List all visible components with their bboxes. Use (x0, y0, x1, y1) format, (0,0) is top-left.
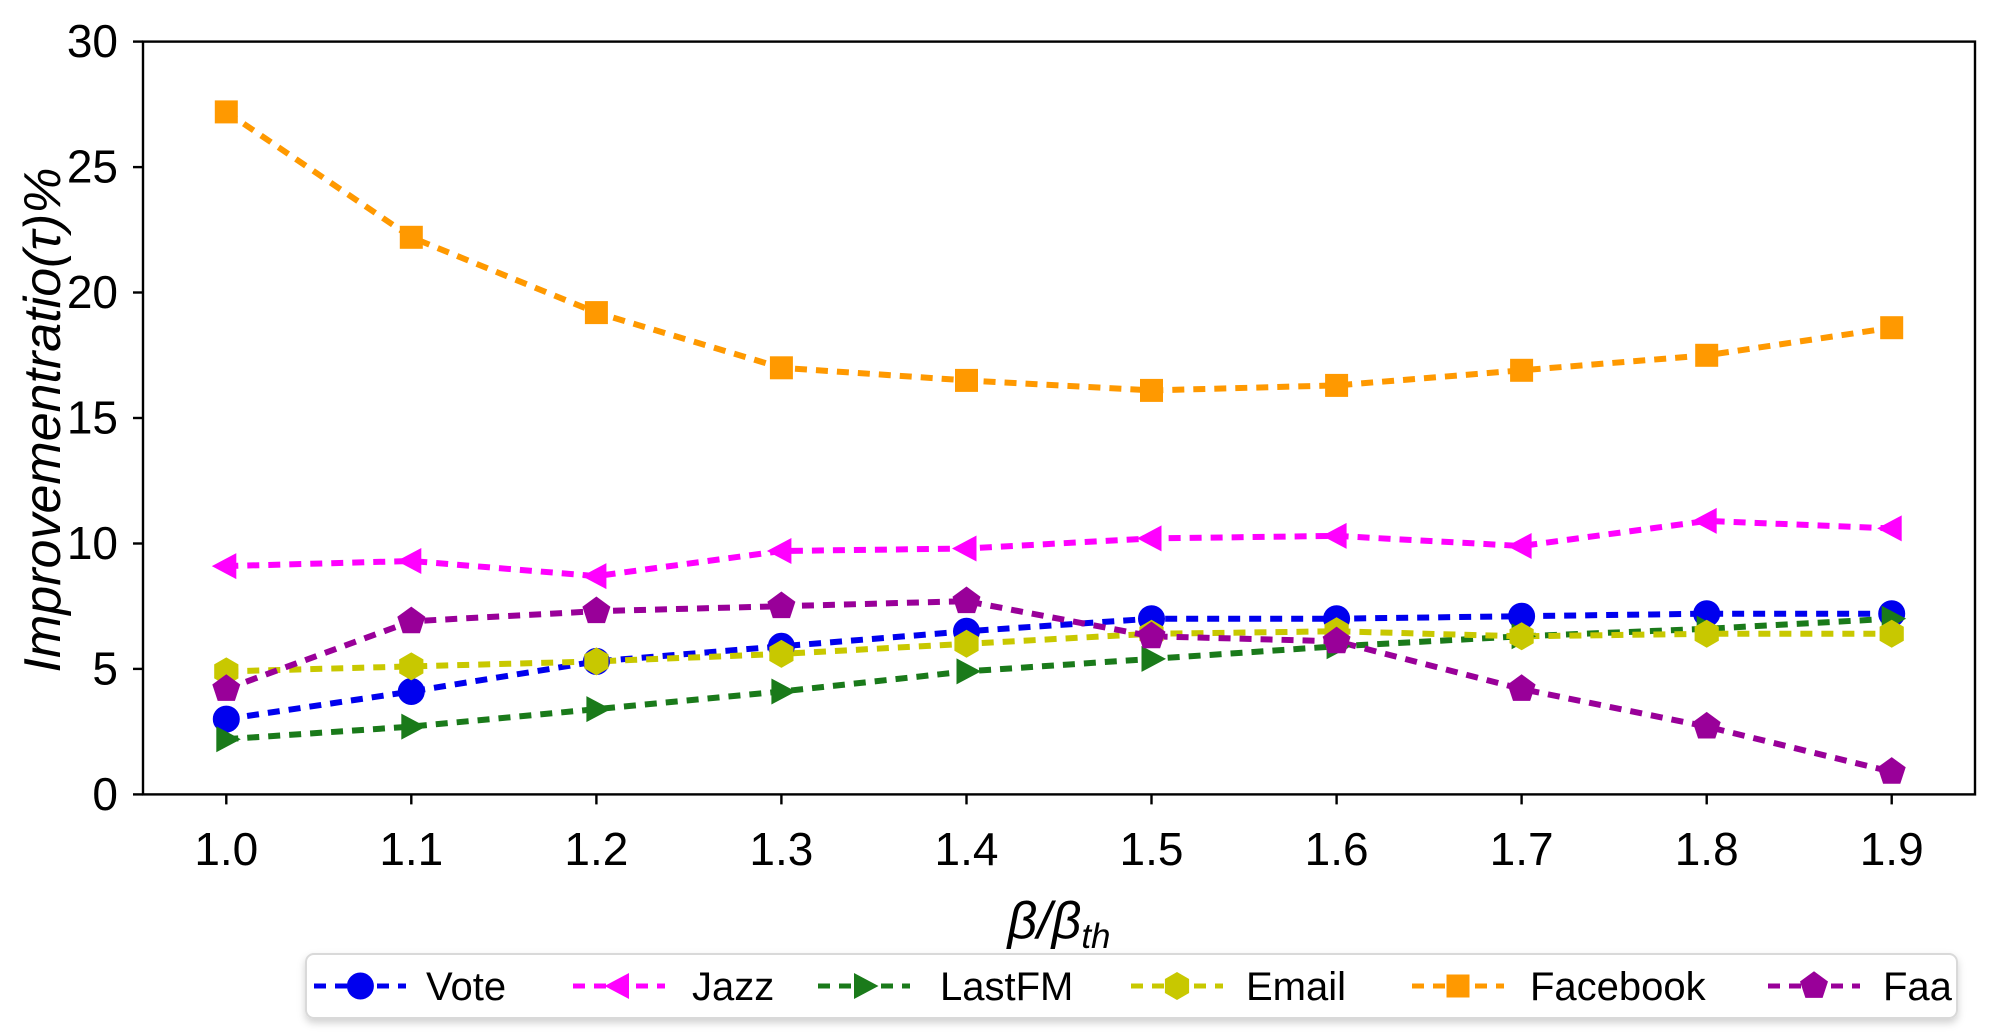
svg-text:1.0: 1.0 (194, 823, 258, 875)
svg-text:Improvementratio(τ)%: Improvementratio(τ)% (14, 168, 72, 673)
svg-text:1.8: 1.8 (1675, 823, 1739, 875)
svg-text:1.1: 1.1 (379, 823, 443, 875)
svg-text:30: 30 (67, 15, 118, 67)
svg-text:Email: Email (1246, 965, 1346, 1009)
svg-text:25: 25 (67, 141, 118, 193)
svg-text:LastFM: LastFM (940, 965, 1073, 1009)
svg-text:β/βth: β/βth (1005, 892, 1110, 956)
svg-text:0: 0 (92, 768, 118, 820)
svg-text:Vote: Vote (426, 965, 506, 1009)
svg-text:1.3: 1.3 (749, 823, 813, 875)
svg-text:1.4: 1.4 (935, 823, 999, 875)
svg-text:5: 5 (92, 643, 118, 695)
svg-text:1.9: 1.9 (1860, 823, 1924, 875)
svg-text:15: 15 (67, 392, 118, 444)
svg-text:Faa: Faa (1883, 965, 1953, 1009)
svg-text:1.2: 1.2 (564, 823, 628, 875)
svg-text:20: 20 (67, 266, 118, 318)
svg-text:Jazz: Jazz (692, 965, 774, 1009)
svg-text:1.6: 1.6 (1305, 823, 1369, 875)
svg-text:1.5: 1.5 (1120, 823, 1184, 875)
svg-text:1.7: 1.7 (1490, 823, 1554, 875)
svg-text:10: 10 (67, 517, 118, 569)
svg-text:Facebook: Facebook (1530, 965, 1707, 1009)
